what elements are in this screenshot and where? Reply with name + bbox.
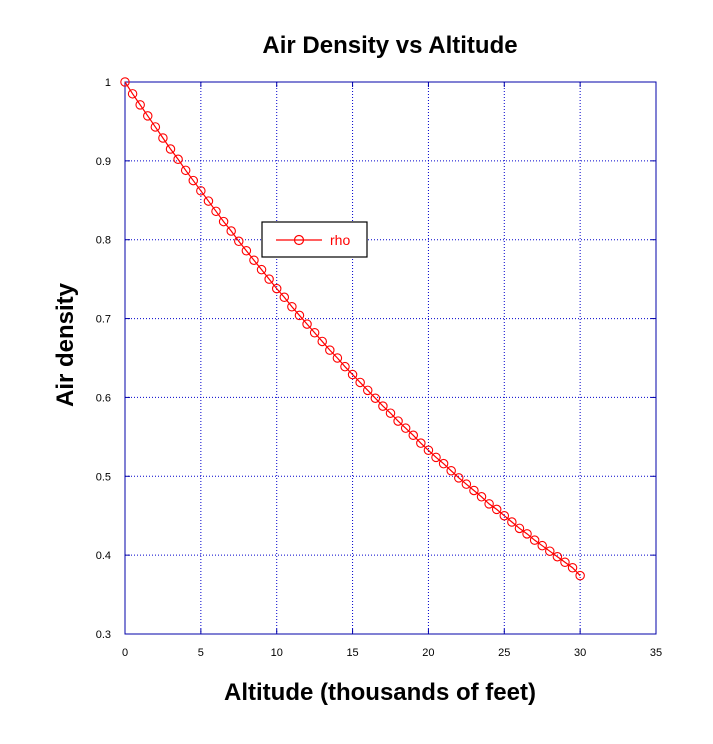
legend-label-rho: rho [330,232,350,248]
axis-ticks: 0 5 10 15 20 25 30 35 0.3 0.4 0.5 0.6 0.7 0.8 0.9 1 [96,77,662,659]
data-point [567,563,578,573]
data-point [180,165,191,176]
y-axis-label: Air density [52,282,79,407]
data-point [294,310,305,321]
data-point [454,473,464,483]
y-tick-label: 1 [105,77,111,89]
data-point [317,336,327,347]
data-point [514,523,525,534]
data-point [127,89,138,99]
x-tick-label: 0 [122,647,128,659]
data-point [423,445,434,456]
x-tick-label: 25 [498,647,510,659]
data-point [165,144,176,154]
data-point [476,492,487,502]
data-point [529,535,540,545]
x-tick-label: 10 [271,647,283,659]
data-point [370,393,381,403]
x-axis-label: Altitude (thousands of feet) [224,679,536,706]
data-point [393,416,403,426]
x-tick-label: 5 [198,647,204,659]
data-point [211,206,221,217]
x-tick-label: 15 [346,647,358,659]
data-point [400,423,411,433]
chart-title: Air Density vs Altitude [262,32,517,59]
data-point [545,546,555,556]
data-point [408,430,419,441]
y-tick-label: 0.8 [96,235,111,247]
data-point [249,255,259,265]
data-point [347,369,358,380]
x-tick-label: 30 [574,647,586,659]
legend: rho [261,221,368,258]
data-point [196,186,206,196]
data-point [135,100,145,110]
data-point [385,408,396,418]
y-tick-label: 0.3 [96,629,111,641]
y-tick-label: 0.4 [96,550,111,562]
data-point [507,517,517,527]
data-point [173,154,183,165]
data-point [271,283,282,294]
data-point [234,236,244,247]
data-point [309,328,320,338]
data-point [188,175,199,186]
data-point [491,504,502,515]
data-point [416,438,426,448]
y-tick-label: 0.9 [96,156,111,168]
data-point [218,216,229,227]
data-point [150,122,161,132]
grid-lines [125,82,656,634]
data-point [446,466,456,476]
data-point [241,246,252,256]
data-point [256,264,267,275]
data-point [537,540,547,551]
x-tick-label: 20 [422,647,434,659]
data-point [378,401,388,411]
data-point [226,226,236,236]
data-point [552,551,563,562]
data-point [158,133,168,143]
data-point [340,361,350,372]
data-point [355,377,365,388]
data-point [143,111,153,121]
data-point [431,452,441,463]
data-point [469,485,479,496]
series-line-rho [124,81,581,577]
y-tick-label: 0.7 [96,314,111,326]
data-point [522,529,532,539]
data-point [560,557,570,567]
data-point [499,510,510,521]
data-point [279,292,290,303]
legend-marker [293,234,305,246]
plot-frame [124,81,657,635]
data-point [575,570,585,581]
data-point [362,385,373,396]
data-point [484,499,494,509]
data-point [120,77,130,87]
series-rho [120,77,585,581]
data-point [332,353,343,363]
data-point [461,479,472,489]
x-tick-label: 35 [650,647,662,659]
data-point [302,319,312,329]
data-point [438,458,449,469]
data-point [325,345,335,355]
y-tick-label: 0.5 [96,471,111,483]
y-tick-label: 0.6 [96,392,111,404]
data-point [264,274,274,284]
data-point [203,196,214,206]
data-point [287,301,297,312]
